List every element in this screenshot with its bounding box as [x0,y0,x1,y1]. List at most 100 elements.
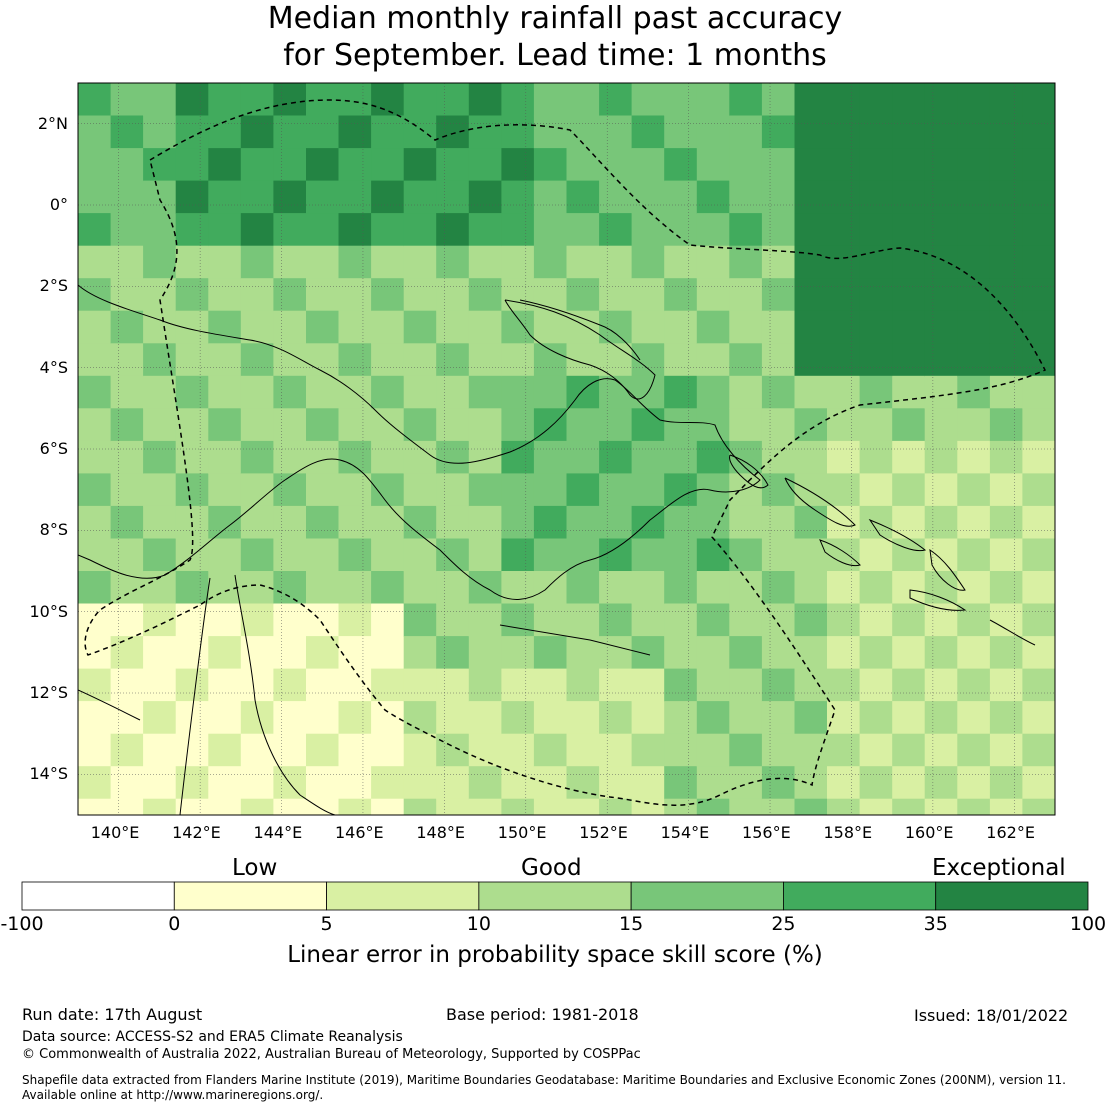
skill-cell [892,310,926,344]
skill-cell [696,571,730,605]
skill-cell [859,636,893,670]
skill-cell [175,473,209,507]
skill-cell [631,701,665,735]
skill-cell [143,603,177,637]
skill-cell [696,668,730,702]
skill-cell [794,603,828,637]
skill-cell [696,733,730,767]
skill-cell [859,148,893,182]
skill-cell [1022,668,1055,702]
skill-cell [696,213,730,247]
skill-cell [78,505,112,539]
skill-cell [240,310,274,344]
skill-cell [924,375,958,409]
skill-cell [533,343,568,377]
skill-cell [306,603,340,637]
skill-cell [306,766,340,800]
skill-cell [892,115,926,149]
skill-cell [175,571,209,605]
skill-cell [761,473,796,507]
skill-cell [436,245,470,279]
skill-cell [110,538,144,572]
skill-cell [403,310,437,344]
skill-cell [729,180,763,214]
lon-label: 162°E [986,823,1035,842]
skill-cell [273,440,307,474]
skill-cell [1022,571,1055,605]
skill-cell [989,213,1024,247]
coastline-solomons-3 [868,518,927,552]
coastline-new-guinea [78,284,761,600]
skill-cell [78,115,112,149]
skill-cell [729,636,763,670]
skill-cell [403,245,437,279]
skill-cell [468,440,502,474]
skill-cell [729,538,763,572]
skill-cell [892,505,926,539]
skill-cell [338,668,372,702]
skill-cell [859,798,893,815]
skill-cell [533,148,568,182]
skill-cell [794,83,828,117]
skill-cell [761,668,796,702]
map-title-line-2: for September. Lead time: 1 months [283,38,827,73]
skill-cell [501,766,535,800]
skill-cell [599,310,633,344]
skill-cell [761,375,796,409]
skill-cell [273,701,307,735]
skill-cell [989,668,1024,702]
skill-cell [794,408,828,442]
skill-cell [566,180,600,214]
skill-cell [566,408,600,442]
skill-cell [143,180,177,214]
skill-cell [208,115,242,149]
skill-cell [468,375,502,409]
skill-cell [175,213,209,247]
skill-cell [631,636,665,670]
lat-label: 10°S [29,601,68,621]
skill-cell [110,798,144,815]
skill-cell [989,278,1024,312]
skill-cell [892,343,926,377]
skill-cell [599,440,633,474]
skill-cell [1022,115,1055,149]
skill-cell [338,636,372,670]
skill-cell [631,213,665,247]
skill-cell [78,310,112,344]
skill-cell [338,148,372,182]
skill-cell [924,733,958,767]
skill-cell [306,408,340,442]
skill-cell [501,733,535,767]
skill-cell [110,375,144,409]
skill-cell [208,310,242,344]
skill-cell [631,115,665,149]
lat-label: 12°S [29,683,68,702]
skill-cell [696,798,730,815]
skill-cell [208,408,242,442]
skill-cell [729,213,763,247]
skill-cell [78,83,112,117]
skill-cell [924,440,958,474]
coastline-solomons-4 [929,548,966,591]
skill-cell [403,408,437,442]
skill-cell [403,668,437,702]
skill-cell [827,375,861,409]
skill-cell [110,278,144,312]
colorbar-swatch [630,881,784,911]
skill-cell [729,245,763,279]
skill-cell [989,83,1024,117]
skill-cell [664,310,698,344]
skill-cell [371,636,405,670]
skill-cell [827,115,861,149]
skill-cell [566,310,600,344]
skill-cell [143,440,177,474]
skill-cell [859,278,893,312]
skill-cell [729,505,763,539]
skill-cell [892,636,926,670]
skill-cell [599,115,633,149]
skill-cell [827,636,861,670]
skill-cell [664,668,698,702]
skill-cell [599,180,633,214]
skill-cell [501,473,535,507]
skill-cell [696,766,730,800]
